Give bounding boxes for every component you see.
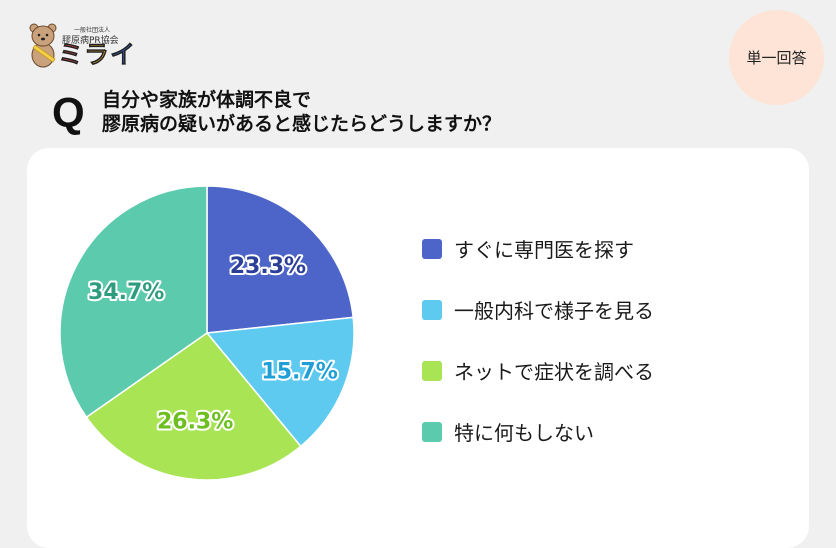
- pie-slice-label: 23.3%: [230, 254, 306, 279]
- legend-label: 特に何もしない: [454, 421, 594, 445]
- legend-item: ネットで症状を調べる: [422, 356, 654, 385]
- question-line-2: 膠原病の疑いがあると感じたらどうしますか？: [102, 113, 502, 135]
- legend-swatch: [422, 421, 442, 442]
- org-name-text: 膠原病PR協会: [62, 36, 119, 46]
- legend-label: 一般内科で様子を見る: [454, 299, 654, 323]
- org-type-text: 一般社団法人: [74, 27, 111, 34]
- pie-slice-label: 15.7%: [261, 360, 337, 385]
- legend-item: 特に何もしない: [422, 417, 594, 446]
- brand-char-mi: ミ: [58, 40, 85, 69]
- legend-swatch: [422, 299, 442, 320]
- legend-label: すぐに専門医を探す: [454, 238, 634, 262]
- pie-slice: [85, 331, 302, 481]
- quokka-mascot-icon: [29, 23, 57, 68]
- question-text: 自分や家族が体調不良で 膠原病の疑いがあると感じたらどうしますか？: [102, 88, 622, 136]
- brand-char-ra: ラ: [84, 40, 111, 69]
- brand-char-i: イ: [110, 40, 137, 69]
- legend-item: 一般内科で様子を見る: [422, 295, 654, 324]
- chart-card: 23.3% 15.7% 26.3% 34.7% すぐに専門医を探す 一般内科で様子を見…: [27, 148, 809, 548]
- pie-slice: [206, 185, 354, 334]
- answer-type-label: 単一回答: [746, 49, 807, 67]
- brand-name: ミライ: [58, 40, 137, 69]
- pie-slice-label: 26.3%: [157, 409, 233, 434]
- pie-slice: [205, 316, 355, 448]
- legend-label: ネットで症状を調べる: [454, 360, 654, 384]
- question-mark-q: Q: [52, 89, 85, 136]
- pie-slice-label: 34.7%: [88, 280, 164, 305]
- logo: 一般社団法人 膠原病PR協会 ミライ: [28, 22, 138, 68]
- pie-slice: [59, 185, 208, 419]
- legend-swatch: [422, 360, 442, 381]
- legend-item: すぐに専門医を探す: [422, 234, 634, 263]
- answer-type-badge: 単一回答: [729, 10, 824, 105]
- question-line-1: 自分や家族が体調不良で: [102, 89, 312, 111]
- pie-chart: 23.3% 15.7% 26.3% 34.7%: [59, 185, 355, 481]
- legend-swatch: [422, 238, 442, 259]
